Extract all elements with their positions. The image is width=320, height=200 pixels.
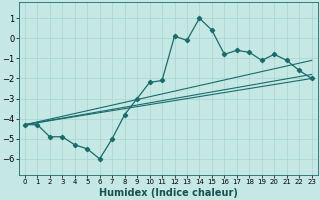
X-axis label: Humidex (Indice chaleur): Humidex (Indice chaleur) — [99, 188, 238, 198]
